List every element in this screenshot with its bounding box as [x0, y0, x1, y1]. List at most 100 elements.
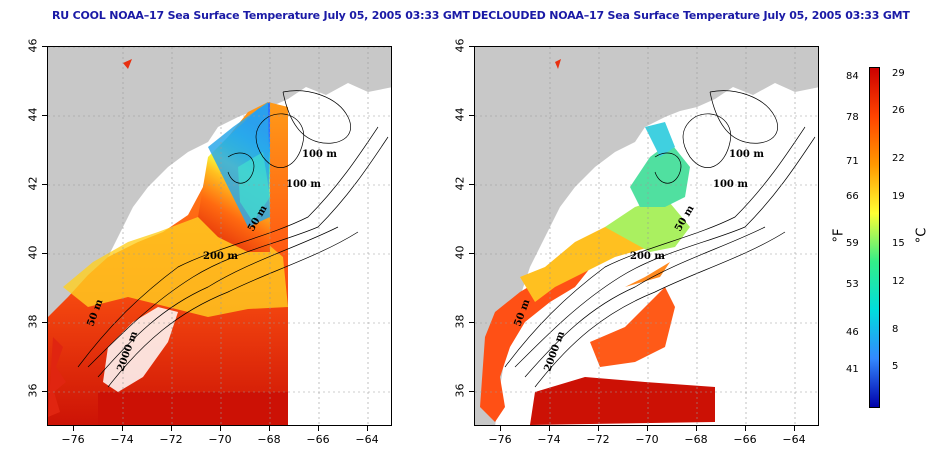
- cold-water-eddy: [238, 152, 270, 222]
- lon-tick-label: −68: [257, 433, 281, 446]
- temperature-colorbar: [869, 67, 880, 408]
- celsius-tick-label: 5: [892, 361, 899, 373]
- contour-label-100m: 100 m: [302, 149, 337, 160]
- fahrenheit-tick-label: 78: [846, 112, 859, 124]
- lat-tick-mark: [469, 253, 474, 254]
- lon-tick-mark: [598, 426, 599, 431]
- raw-sst-map: 100 m 100 m 50 m 200 m 50 m 2000 m: [47, 46, 392, 426]
- contour-label-100m-2: 100 m: [286, 179, 321, 190]
- lon-tick-mark: [171, 426, 172, 431]
- island: [123, 59, 132, 69]
- lon-tick-label: −68: [684, 433, 708, 446]
- celsius-tick-label: 15: [892, 238, 905, 250]
- lon-tick-mark: [269, 426, 270, 431]
- fahrenheit-tick-label: 71: [846, 156, 859, 168]
- right-map-title: DECLOUDED NOAA–17 Sea Surface Temperatur…: [472, 9, 910, 22]
- celsius-tick-label: 29: [892, 67, 905, 79]
- gulf-stream: [98, 392, 288, 425]
- land-mass: [48, 47, 391, 425]
- warm-offshore-patch: [590, 287, 675, 367]
- lon-tick-label: −66: [733, 433, 757, 446]
- lon-tick-mark: [73, 426, 74, 431]
- lon-tick-label: −76: [488, 433, 512, 446]
- celsius-tick-label: 22: [892, 153, 905, 165]
- raw-sst-map-graphic: 100 m 100 m 50 m 200 m 50 m 2000 m: [48, 47, 391, 425]
- lon-tick-label: −72: [159, 433, 183, 446]
- lon-tick-mark: [794, 426, 795, 431]
- lon-tick-label: −70: [635, 433, 659, 446]
- lat-tick-mark: [42, 253, 47, 254]
- shelf-water: [605, 197, 690, 252]
- lat-tick-label: 46: [453, 38, 467, 53]
- celsius-tick-label: 8: [892, 323, 899, 335]
- lat-tick-mark: [469, 391, 474, 392]
- fahrenheit-unit: °F: [831, 228, 847, 243]
- lat-tick-mark: [469, 46, 474, 47]
- lat-tick-label: 46: [26, 38, 40, 53]
- lon-tick-label: −72: [586, 433, 610, 446]
- lat-tick-mark: [42, 46, 47, 47]
- lat-tick-label: 36: [26, 383, 40, 398]
- lon-tick-mark: [696, 426, 697, 431]
- grid-lines: [48, 47, 391, 425]
- lat-tick-label: 38: [26, 314, 40, 329]
- lon-tick-mark: [318, 426, 319, 431]
- lat-tick-label: 42: [26, 176, 40, 191]
- fahrenheit-tick-label: 41: [846, 364, 859, 376]
- lon-tick-mark: [745, 426, 746, 431]
- lon-tick-mark: [220, 426, 221, 431]
- lon-tick-label: −76: [61, 433, 85, 446]
- lon-tick-mark: [122, 426, 123, 431]
- celsius-tick-label: 19: [892, 190, 905, 202]
- celsius-unit: °C: [914, 227, 930, 244]
- warm-eddy: [625, 262, 670, 287]
- contour-label-100m-2: 100 m: [713, 179, 748, 190]
- chesapeake-bay: [48, 337, 66, 417]
- lat-tick-label: 38: [453, 314, 467, 329]
- lon-tick-label: −64: [782, 433, 806, 446]
- fahrenheit-tick-label: 59: [846, 238, 859, 250]
- lon-tick-mark: [647, 426, 648, 431]
- warm-coastal-band: [480, 247, 595, 422]
- lat-tick-mark: [42, 322, 47, 323]
- lat-tick-mark: [469, 322, 474, 323]
- contour-label-200m: 200 m: [203, 251, 238, 262]
- cold-water-patch-2: [645, 122, 675, 157]
- lat-tick-mark: [42, 391, 47, 392]
- grid-lines: [475, 47, 818, 425]
- lat-tick-label: 44: [26, 107, 40, 122]
- contour-label-100m: 100 m: [729, 149, 764, 160]
- lat-tick-label: 44: [453, 107, 467, 122]
- fahrenheit-tick-label: 53: [846, 279, 859, 291]
- land-mass: [475, 47, 818, 425]
- cold-water-patch: [630, 142, 690, 207]
- fahrenheit-tick-label: 46: [846, 326, 859, 338]
- island: [555, 59, 561, 69]
- fahrenheit-tick-label: 66: [846, 190, 859, 202]
- lat-tick-label: 40: [26, 245, 40, 260]
- lat-tick-mark: [469, 184, 474, 185]
- lon-tick-label: −64: [355, 433, 379, 446]
- declouded-sst-map-graphic: 100 m 100 m 50 m 200 m 50 m 2000 m: [475, 47, 818, 425]
- lat-tick-label: 36: [453, 383, 467, 398]
- lat-tick-mark: [42, 115, 47, 116]
- left-map-title: RU COOL NOAA–17 Sea Surface Temperature …: [52, 9, 470, 22]
- lon-tick-label: −74: [537, 433, 561, 446]
- lon-tick-mark: [367, 426, 368, 431]
- gulf-stream: [530, 377, 715, 425]
- celsius-tick-label: 26: [892, 105, 905, 117]
- declouded-sst-map: 100 m 100 m 50 m 200 m 50 m 2000 m: [474, 46, 819, 426]
- celsius-tick-label: 12: [892, 275, 905, 287]
- lat-tick-mark: [42, 184, 47, 185]
- lon-tick-mark: [549, 426, 550, 431]
- lon-tick-label: −70: [208, 433, 232, 446]
- lon-tick-label: −74: [110, 433, 134, 446]
- lat-tick-mark: [469, 115, 474, 116]
- lat-tick-label: 42: [453, 176, 467, 191]
- lat-tick-label: 40: [453, 245, 467, 260]
- fahrenheit-tick-label: 84: [846, 71, 859, 83]
- contour-label-200m: 200 m: [630, 251, 665, 262]
- lon-tick-mark: [500, 426, 501, 431]
- mid-temperature-band: [520, 222, 650, 302]
- lon-tick-label: −66: [306, 433, 330, 446]
